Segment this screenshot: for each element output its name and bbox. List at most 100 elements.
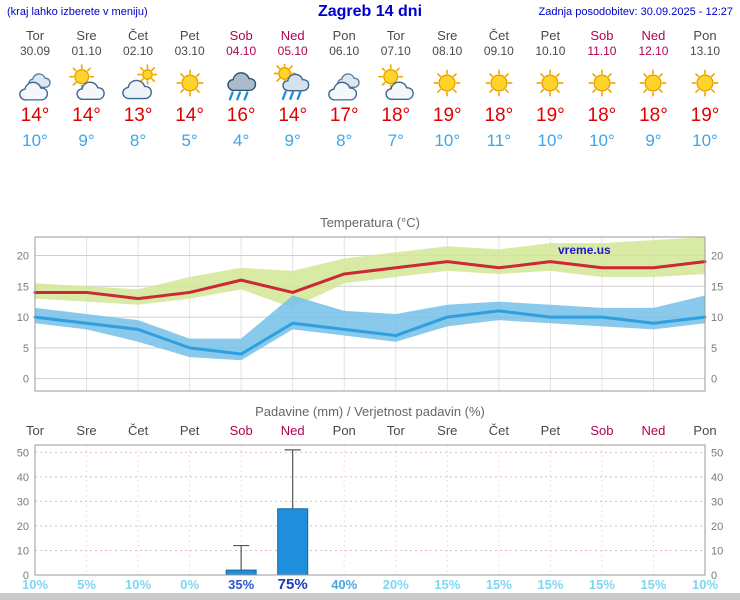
precip-day-label: Tor — [25, 423, 45, 438]
y-tick-label: 15 — [711, 281, 723, 293]
day-min-temp: 8° — [336, 131, 353, 150]
precip-probability: 35% — [228, 577, 255, 592]
y-tick-label: 15 — [17, 281, 29, 293]
day-max-temp: 18° — [381, 105, 411, 126]
day-date: 01.10 — [71, 44, 102, 58]
day-min-temp: 7° — [387, 131, 404, 150]
y-tick-label: 10 — [711, 312, 723, 324]
day-name: Ned — [641, 28, 666, 43]
precip-probability: 5% — [77, 577, 96, 592]
precip-probability: 10% — [691, 577, 719, 592]
partly-cloudy-icon — [59, 59, 115, 105]
y-tick-label: 10 — [17, 545, 29, 557]
precip-day-labels: Tor Sre Čet Pet Sob Ned Pon Tor Sre Čet Pet Sob Ned P… — [0, 423, 740, 440]
day-column: Sre 08.10 19° 10° — [419, 27, 475, 151]
location-menu-hint: (kraj lahko izberete v meniju) — [7, 6, 148, 18]
day-min-temp: 10° — [692, 131, 718, 150]
precip-day-label: Ned — [641, 423, 666, 438]
precip-probability-row: 10% 5% 10% 0% 35% 75% 40% 20% 15% 15% 15% 15% 15% 10% — [0, 576, 740, 594]
day-max-temp: 16° — [226, 105, 256, 126]
day-column: Čet 02.10 13° 8° — [110, 27, 166, 151]
mostly-cloudy-icon — [110, 59, 166, 105]
precip-bar — [225, 569, 257, 576]
precip-day-label: Sre — [76, 423, 97, 438]
precip-day-label: Pon — [332, 423, 356, 438]
watermark: vreme.us — [558, 243, 611, 257]
precip-probability: 10% — [125, 577, 152, 592]
y-tick-label: 20 — [17, 250, 29, 262]
day-max-temp: 14° — [278, 105, 308, 126]
plot-border — [34, 236, 706, 392]
day-column: Pet 10.10 19° 10° — [522, 27, 578, 151]
rain-icon — [213, 59, 269, 105]
day-min-temp: 9° — [78, 131, 95, 150]
y-tick-label: 0 — [711, 570, 717, 582]
day-min-temp: 5° — [181, 131, 198, 150]
precip-probability: 15% — [640, 577, 667, 592]
precip-bar — [277, 508, 309, 576]
day-min-temp: 10° — [434, 131, 461, 150]
page-title: Zagreb 14 dni — [317, 3, 423, 20]
day-max-temp: 13° — [123, 105, 153, 126]
precip-day-label: Sre — [437, 423, 458, 438]
day-min-temp: 10° — [589, 131, 615, 150]
day-date: 10.10 — [535, 44, 566, 58]
sunny-icon — [677, 59, 733, 105]
day-min-temp: 9° — [284, 131, 301, 150]
day-date: 07.10 — [380, 44, 411, 58]
temperature-chart-title: Temperatura (°C) — [320, 215, 420, 230]
y-tick-label: 50 — [711, 447, 723, 459]
y-tick-label: 20 — [17, 521, 29, 533]
last-updated: Zadnja posodobitev: 30.09.2025 - 12:27 — [538, 6, 733, 18]
sunny-icon — [419, 59, 475, 105]
precip-probability: 15% — [434, 577, 461, 592]
day-name: Sre — [437, 28, 458, 43]
day-date: 09.10 — [483, 44, 514, 58]
min-range-band — [35, 295, 705, 361]
precip-probability: 20% — [382, 577, 409, 592]
precip-day-label: Sob — [590, 423, 614, 438]
day-max-temp: 14° — [20, 105, 50, 126]
day-max-temp: 17° — [329, 105, 359, 126]
day-max-temp: 18° — [639, 105, 668, 126]
day-column: Sre 01.10 14° 9° — [59, 27, 115, 151]
sunny-icon — [471, 59, 527, 105]
daily-forecast-strip: Tor 30.09 14° 10° Sre 01.10 14° 9° Čet 02.10 13° 8°… — [0, 27, 740, 173]
day-max-temp: 14° — [72, 105, 101, 126]
day-date: 08.10 — [432, 44, 463, 58]
precip-day-label: Ned — [280, 423, 305, 438]
day-max-temp: 19° — [690, 105, 720, 126]
day-min-temp: 9° — [645, 131, 662, 150]
precip-probability: 15% — [485, 577, 512, 592]
day-max-temp: 19° — [536, 105, 565, 126]
precip-probability: 15% — [588, 577, 615, 592]
precip-probability: 40% — [331, 577, 358, 592]
day-name: Sob — [590, 28, 614, 43]
day-name: Pon — [693, 28, 717, 43]
day-name: Pet — [179, 28, 200, 43]
y-tick-label: 5 — [711, 343, 717, 355]
sunny-icon — [574, 59, 630, 105]
partly-cloudy-icon — [368, 59, 424, 105]
day-column: Tor 30.09 14° 10° — [7, 27, 63, 151]
day-date: 13.10 — [689, 44, 721, 58]
y-tick-label: 5 — [23, 343, 29, 355]
y-tick-label: 50 — [17, 447, 29, 459]
day-column: Pet 03.10 14° 5° — [162, 27, 218, 151]
day-max-temp: 18° — [484, 105, 514, 126]
y-tick-label: 40 — [17, 472, 29, 484]
day-column: Ned 05.10 14° 9° — [265, 27, 321, 151]
day-max-temp: 18° — [587, 105, 617, 126]
day-name: Čet — [488, 28, 509, 43]
day-name: Tor — [25, 28, 45, 43]
precip-probability: 0% — [180, 577, 200, 592]
day-column: Sob 11.10 18° 10° — [574, 27, 630, 151]
precip-chart-title: Padavine (mm) / Verjetnost padavin (%) — [255, 404, 485, 419]
precip-chart: 0 0 10 10 20 20 30 30 40 40 50 50 — [17, 444, 723, 582]
y-tick-label: 10 — [17, 312, 29, 324]
day-date: 05.10 — [277, 44, 308, 58]
precip-day-label: Pon — [693, 423, 717, 438]
y-tick-label: 0 — [23, 570, 29, 582]
day-date: 12.10 — [638, 44, 669, 58]
sunny-icon — [625, 59, 681, 105]
